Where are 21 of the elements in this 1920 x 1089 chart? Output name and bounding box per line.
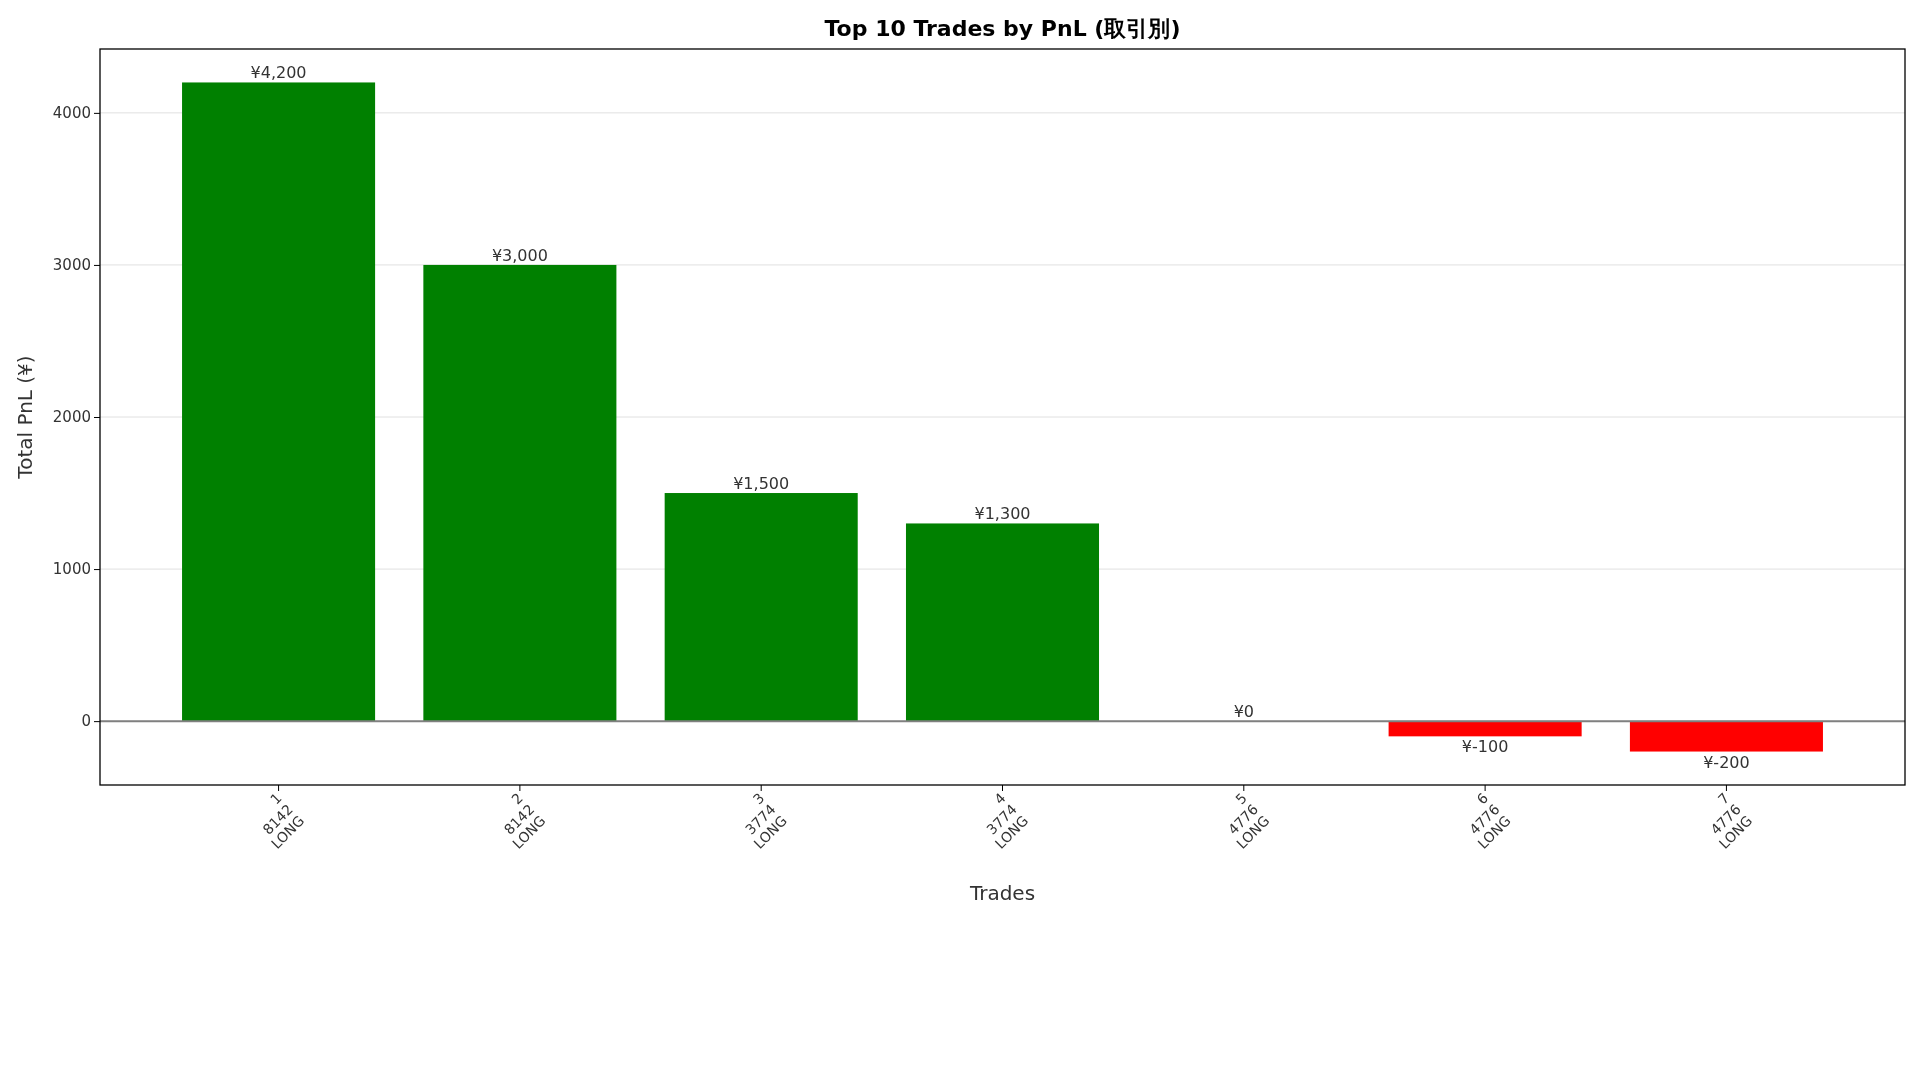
y-axis-title: Total PnL (¥) xyxy=(13,355,37,480)
data-label: ¥0 xyxy=(1233,702,1254,722)
y-tick-label: 2000 xyxy=(52,408,91,427)
bar xyxy=(182,82,376,722)
bar xyxy=(664,493,858,722)
y-tick-label: 1000 xyxy=(52,560,91,579)
data-label: ¥1,500 xyxy=(733,474,790,494)
data-label: ¥-200 xyxy=(1703,752,1750,772)
bar xyxy=(1388,721,1582,737)
bar xyxy=(423,264,617,722)
y-tick-label: 0 xyxy=(81,712,91,731)
y-tick-label: 4000 xyxy=(52,104,91,123)
chart-title: Top 10 Trades by PnL (取引別) xyxy=(824,16,1181,41)
bar xyxy=(905,523,1100,722)
y-tick-label: 3000 xyxy=(52,256,91,275)
data-label: ¥1,300 xyxy=(974,504,1031,524)
data-label: ¥4,200 xyxy=(250,63,307,83)
x-axis-title: Trades xyxy=(968,881,1036,905)
data-label: ¥3,000 xyxy=(491,245,548,265)
data-label: ¥-100 xyxy=(1461,737,1509,757)
bar xyxy=(1629,721,1823,752)
